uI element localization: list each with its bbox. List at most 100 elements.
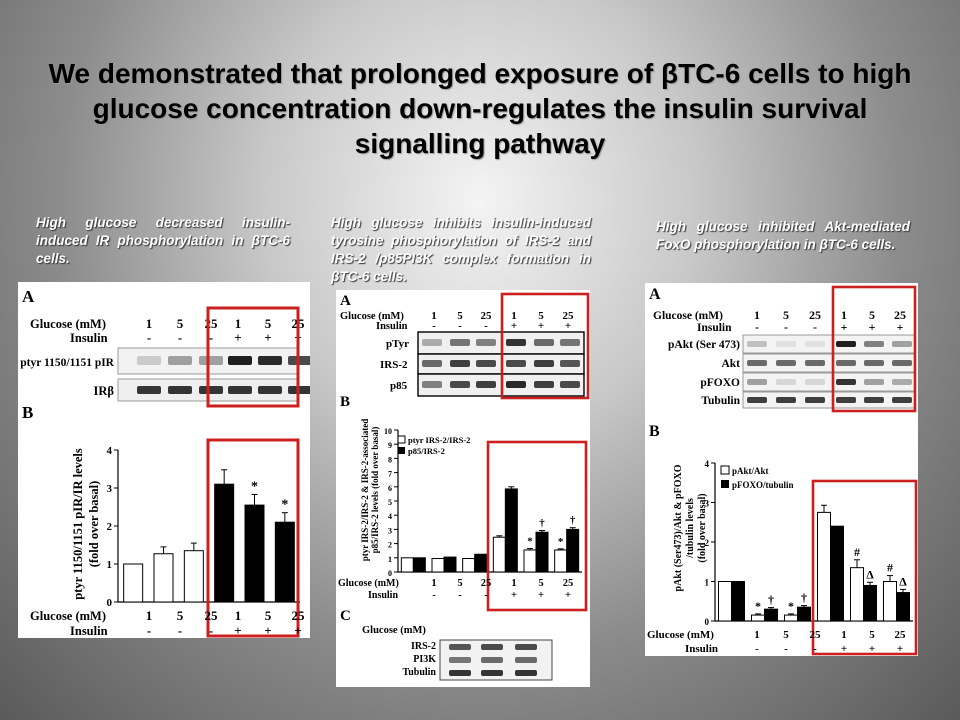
blot-band (422, 339, 442, 346)
y-tick-label: 4 (107, 445, 113, 457)
y-tick-label: 6 (388, 484, 392, 493)
insulin-label: Insulin (697, 322, 732, 334)
insulin-value: - (209, 330, 213, 345)
blot-band (422, 381, 442, 388)
glucose-value: 25 (563, 310, 575, 322)
insulin-value: + (234, 623, 241, 638)
insulin-value: - (813, 643, 817, 655)
blot-band (137, 356, 161, 365)
glucose-label: Glucose (mM) (30, 317, 106, 331)
glucose-value: 5 (869, 629, 875, 641)
chart-bar (731, 581, 745, 622)
glucose-value: 1 (511, 310, 517, 322)
chart-bar (462, 558, 476, 573)
chart-bar (474, 553, 488, 573)
y-tick-label: 3 (388, 526, 392, 535)
glucose-label-c: Glucose (mM) (362, 625, 426, 636)
chart-bar (830, 525, 844, 622)
significance-mark: * (527, 536, 533, 548)
highlight-box-left-b (206, 438, 300, 638)
blot-band (450, 339, 470, 346)
insulin-label-b: Insulin (685, 643, 718, 655)
chart-bar (443, 556, 457, 573)
blot-label-pfoxo: pFOXO (700, 377, 740, 389)
chart-bar (535, 531, 549, 573)
significance-mark: * (755, 599, 761, 613)
glucose-label: Glucose (mM) (653, 310, 723, 322)
insulin-value: - (178, 330, 182, 345)
blot-band (836, 397, 856, 403)
y-tick-label: 8 (388, 455, 392, 464)
y-tick-label: 0 (107, 597, 113, 609)
legend-swatch-p85 (398, 447, 405, 454)
y-tick-label: 3 (107, 483, 113, 495)
y-tick-label: 4 (388, 512, 392, 521)
insulin-value: + (511, 320, 517, 332)
chart-bar (718, 581, 732, 622)
insulin-value: - (178, 623, 182, 638)
chart-bar (400, 557, 414, 573)
glucose-label-b: Glucose (mM) (647, 629, 714, 641)
blot-band (747, 341, 767, 347)
blot-band (836, 360, 856, 366)
significance-mark: † (539, 518, 545, 530)
legend-swatch-ptyr (397, 435, 406, 444)
glucose-value: 5 (265, 608, 272, 623)
y-tick-label: 4 (705, 459, 710, 469)
insulin-value: - (147, 623, 151, 638)
blot-band (168, 356, 192, 365)
insulin-value: - (784, 643, 788, 655)
y-tick-label: 3 (705, 499, 710, 509)
chart-bar (566, 528, 580, 573)
figure-middle-svg: A Glucose (mM) Insulin 1-5-25-1+5+25+ pT… (338, 292, 590, 681)
chart-bar (492, 536, 506, 573)
significance-mark: * (251, 479, 258, 494)
glucose-value: 5 (783, 308, 789, 322)
significance-mark: Δ (866, 567, 874, 581)
blot-band (515, 670, 537, 676)
blot-band (892, 360, 912, 366)
significance-mark: † (768, 593, 774, 607)
chart-bar (183, 550, 204, 603)
blot-band (560, 360, 580, 367)
blot-band (422, 360, 442, 367)
blot-band (449, 657, 471, 663)
glucose-value: 1 (431, 310, 437, 322)
figure-right-svg: A Glucose (mM) Insulin 1-5-25-1+5+25+ pA… (647, 285, 918, 656)
blot-band (534, 381, 554, 388)
insulin-value: - (784, 320, 788, 334)
chart-bar (863, 584, 877, 622)
chart-bar (244, 504, 265, 603)
legend-label-pfoxo: pFOXO/tubulin (732, 480, 794, 490)
blot-band (481, 657, 503, 663)
insulin-value: + (869, 320, 876, 334)
glucose-value: 5 (457, 578, 462, 589)
insulin-label-b: Insulin (70, 624, 108, 638)
glucose-value: 25 (563, 578, 574, 589)
blot-band (199, 356, 223, 365)
glucose-value: 5 (457, 310, 463, 322)
blot-band (506, 339, 526, 346)
glucose-value: 1 (146, 316, 153, 331)
blot-band (450, 360, 470, 367)
glucose-value: 25 (481, 578, 492, 589)
blot-band (481, 644, 503, 650)
chart-left-ylabel-2: (fold over basal) (87, 481, 101, 568)
insulin-value: + (538, 590, 544, 601)
y-tick-label: 5 (388, 498, 392, 507)
legend-swatch-pfoxo (721, 480, 729, 488)
blot-band (476, 381, 496, 388)
blot-label-tubulin: Tubulin (701, 395, 740, 407)
blot-strip-pfoxo (742, 372, 916, 392)
glucose-value: 5 (538, 310, 544, 322)
blot-c-label-tubulin: Tubulin (402, 667, 436, 678)
y-tick-label: 1 (107, 559, 113, 571)
glucose-value: 25 (894, 308, 906, 322)
insulin-label: Insulin (70, 331, 108, 345)
blot-band (892, 397, 912, 403)
glucose-value: 25 (809, 308, 821, 322)
panel-letter-a: A (649, 286, 661, 303)
panel-letter-b: B (340, 394, 350, 410)
blot-band (481, 670, 503, 676)
panel-letter-c: C (340, 608, 351, 624)
